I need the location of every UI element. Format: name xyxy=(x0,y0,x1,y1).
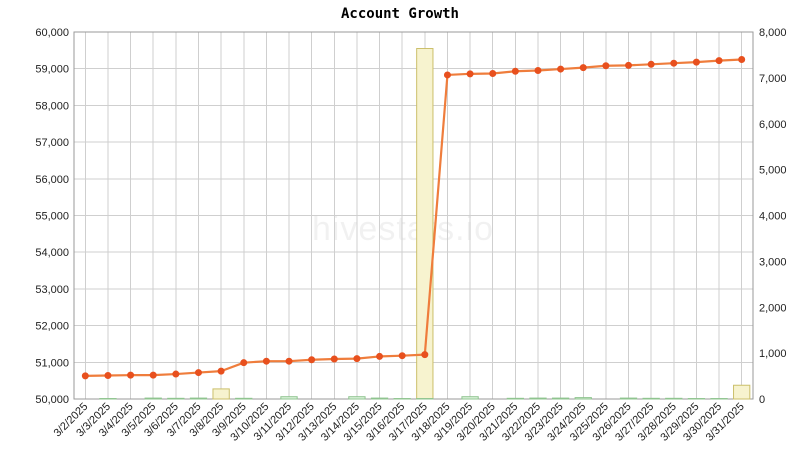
y-right-tick-label: 7,000 xyxy=(759,73,787,85)
y-left-tick-label: 54,000 xyxy=(35,247,69,259)
data-point xyxy=(285,357,293,365)
volume-bar xyxy=(619,397,638,400)
y-right-tick-label: 5,000 xyxy=(759,165,787,177)
y-right-tick-label: 0 xyxy=(759,394,765,406)
plot-frame xyxy=(73,31,754,400)
volume-bar xyxy=(348,396,366,400)
data-point xyxy=(670,59,678,67)
volume-bar xyxy=(235,397,253,400)
data-point xyxy=(172,370,180,378)
y-left-tick-label: 59,000 xyxy=(35,64,69,76)
data-point xyxy=(443,71,451,79)
data-point xyxy=(625,61,633,69)
y-left-tick-label: 57,000 xyxy=(35,137,69,149)
volume-bar xyxy=(461,396,479,400)
data-point xyxy=(104,372,112,380)
data-point xyxy=(194,369,202,377)
y-left-tick-label: 55,000 xyxy=(35,211,69,223)
data-point xyxy=(240,359,248,367)
volume-bar xyxy=(280,396,298,400)
volume-bar xyxy=(529,397,547,400)
volume-bar xyxy=(212,388,230,400)
data-point xyxy=(692,58,700,66)
data-point xyxy=(421,351,429,359)
data-point xyxy=(466,70,474,78)
account-line-series xyxy=(81,56,746,380)
y-left-tick-label: 50,000 xyxy=(35,394,69,406)
y-left-tick-label: 53,000 xyxy=(35,284,69,296)
volume-bar xyxy=(665,397,683,400)
data-point xyxy=(715,57,723,65)
data-point xyxy=(353,355,361,363)
data-point xyxy=(602,62,610,70)
account-count-line xyxy=(85,58,742,377)
volume-bar xyxy=(167,397,185,400)
volume-bar xyxy=(551,397,570,400)
volume-bar xyxy=(370,397,389,400)
data-point xyxy=(511,67,519,75)
y-left-tick-label: 52,000 xyxy=(35,321,69,333)
data-point xyxy=(149,371,157,379)
data-point xyxy=(398,352,406,360)
y-left-tick-label: 58,000 xyxy=(35,100,69,112)
data-point xyxy=(262,357,270,365)
y-left-tick-label: 56,000 xyxy=(35,174,69,186)
volume-bar xyxy=(189,397,208,400)
data-point xyxy=(489,69,497,77)
data-point xyxy=(376,352,384,360)
chart-title: Account Growth xyxy=(341,6,459,22)
y-right-tick-label: 1,000 xyxy=(759,348,787,360)
y-right-tick-label: 2,000 xyxy=(759,302,787,314)
y-right-tick-label: 4,000 xyxy=(759,211,787,223)
data-point xyxy=(557,65,565,73)
data-point xyxy=(738,56,746,64)
data-point xyxy=(579,64,587,72)
gridlines xyxy=(73,31,754,400)
data-point xyxy=(217,367,225,375)
data-point xyxy=(330,355,338,363)
volume-bar xyxy=(733,384,751,400)
volume-bar xyxy=(144,397,162,400)
data-point xyxy=(647,60,655,68)
y-left-tick-label: 51,000 xyxy=(35,357,69,369)
volume-bar xyxy=(642,397,660,400)
y-left-tick-label: 60,000 xyxy=(35,27,69,39)
volume-bar xyxy=(574,397,592,400)
y-right-tick-label: 3,000 xyxy=(759,256,787,268)
data-point xyxy=(81,372,89,380)
data-point xyxy=(308,356,316,364)
y-right-tick-label: 6,000 xyxy=(759,119,787,131)
data-point xyxy=(534,67,542,75)
y-right-tick-label: 8,000 xyxy=(759,27,787,39)
volume-bar xyxy=(506,397,524,400)
data-point xyxy=(127,371,135,379)
